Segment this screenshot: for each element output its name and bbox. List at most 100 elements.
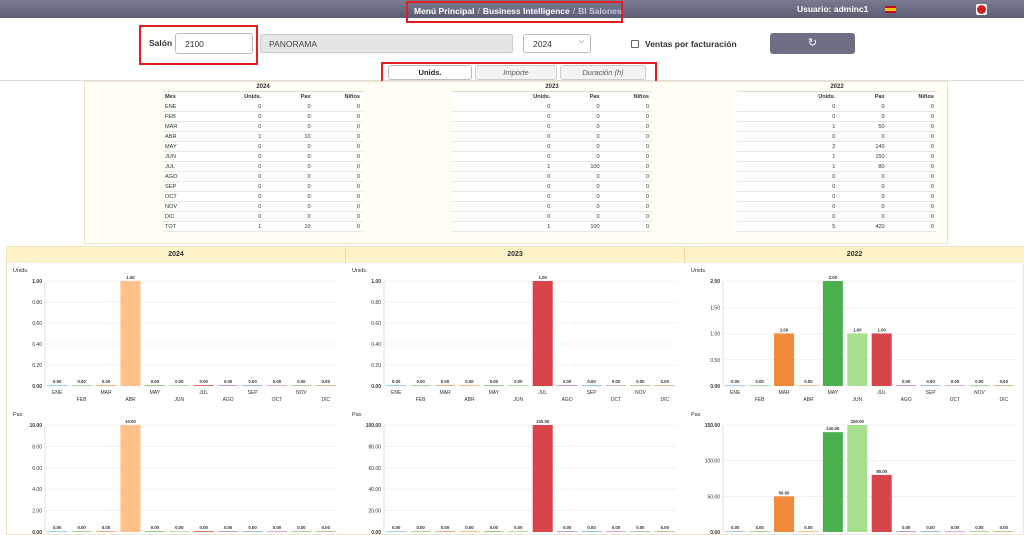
bar-abr[interactable] — [120, 281, 141, 386]
bar-dic[interactable] — [315, 385, 336, 386]
bar-abr[interactable] — [459, 385, 480, 386]
y-tick-label: 40.00 — [368, 487, 381, 493]
bar-mar[interactable] — [96, 531, 117, 532]
bar-mar[interactable] — [774, 496, 795, 532]
bar-may[interactable] — [144, 531, 165, 532]
bar-feb[interactable] — [71, 531, 92, 532]
bar-mar[interactable] — [435, 531, 456, 532]
bar-jul[interactable] — [532, 281, 553, 386]
bar-jul[interactable] — [871, 333, 892, 387]
table-cell: 0 — [307, 114, 311, 120]
bar-feb[interactable] — [71, 385, 92, 386]
bar-ene[interactable] — [725, 385, 746, 386]
table-row: 0 0 0 — [452, 182, 652, 192]
bar-jun[interactable] — [508, 385, 529, 386]
bar-ene[interactable] — [725, 531, 746, 532]
bar-abr[interactable] — [120, 425, 141, 532]
bar-mar[interactable] — [96, 385, 117, 386]
bar-may[interactable] — [144, 385, 165, 386]
bar-feb[interactable] — [410, 531, 431, 532]
year-select[interactable]: 2024 ⌵ — [523, 34, 591, 53]
bar-jun[interactable] — [847, 425, 868, 532]
bar-ago[interactable] — [557, 385, 578, 386]
bar-may[interactable] — [483, 385, 504, 386]
bar-sep[interactable] — [920, 385, 941, 386]
table-cell: 2 — [832, 144, 836, 150]
tab-importe[interactable]: Importe — [475, 65, 557, 80]
table-row: 2 140 0 — [737, 142, 937, 152]
bar-feb[interactable] — [749, 385, 770, 386]
x-tick-label: JUL — [199, 390, 208, 396]
data-label: 140.00 — [826, 426, 840, 431]
logout-icon[interactable] — [976, 4, 987, 15]
tab-duracion[interactable]: Duración (h) — [560, 65, 646, 80]
bar-ago[interactable] — [557, 531, 578, 532]
salon-code-input[interactable]: 2100 — [175, 33, 253, 54]
bar-dic[interactable] — [993, 531, 1014, 532]
data-label: 100.00 — [536, 419, 550, 424]
tab-unids[interactable]: Unids. — [388, 65, 472, 80]
refresh-button[interactable]: ↻ — [770, 33, 855, 54]
table-cell: 0 — [930, 204, 934, 210]
bar-ago[interactable] — [218, 531, 239, 532]
bar-jun[interactable] — [508, 531, 529, 532]
bar-nov[interactable] — [630, 385, 651, 386]
bar-jun[interactable] — [169, 385, 190, 386]
bar-jul[interactable] — [871, 474, 892, 532]
bar-sep[interactable] — [581, 531, 602, 532]
bar-oct[interactable] — [944, 531, 965, 532]
bar-may[interactable] — [822, 432, 843, 532]
bar-dic[interactable] — [315, 531, 336, 532]
bar-sep[interactable] — [242, 385, 263, 386]
bar-nov[interactable] — [291, 531, 312, 532]
bar-may[interactable] — [822, 281, 843, 386]
bar-sep[interactable] — [242, 531, 263, 532]
bar-dic[interactable] — [654, 531, 675, 532]
ventas-facturacion-checkbox[interactable] — [631, 40, 639, 48]
breadcrumb-business-intelligence[interactable]: Business Intelligence — [482, 6, 570, 16]
table-cell: DIC — [165, 214, 175, 220]
bar-dic[interactable] — [654, 385, 675, 386]
table-cell: 0 — [547, 184, 551, 190]
bar-abr[interactable] — [798, 385, 819, 386]
bar-jul[interactable] — [532, 425, 553, 532]
bar-oct[interactable] — [266, 385, 287, 386]
bar-oct[interactable] — [266, 531, 287, 532]
bar-abr[interactable] — [798, 531, 819, 532]
table-row: 1 80 0 — [737, 162, 937, 172]
bar-ene[interactable] — [386, 531, 407, 532]
bar-oct[interactable] — [605, 385, 626, 386]
bar-ene[interactable] — [47, 531, 68, 532]
bar-nov[interactable] — [291, 385, 312, 386]
bar-may[interactable] — [483, 531, 504, 532]
bar-ene[interactable] — [47, 385, 68, 386]
data-label: 0.00 — [975, 379, 984, 384]
bar-dic[interactable] — [993, 385, 1014, 386]
bar-mar[interactable] — [774, 333, 795, 387]
bar-jul[interactable] — [193, 385, 214, 386]
bar-mar[interactable] — [435, 385, 456, 386]
table-cell: 0 — [645, 114, 649, 120]
bar-ago[interactable] — [896, 531, 917, 532]
bar-oct[interactable] — [944, 385, 965, 386]
bar-oct[interactable] — [605, 531, 626, 532]
bar-ene[interactable] — [386, 385, 407, 386]
bar-abr[interactable] — [459, 531, 480, 532]
x-tick-label: AGO — [901, 397, 912, 403]
breadcrumb-menu-principal[interactable]: Menú Principal — [414, 6, 475, 16]
bar-jun[interactable] — [847, 333, 868, 387]
table-cell: 1 — [547, 164, 551, 170]
bar-sep[interactable] — [920, 531, 941, 532]
bar-jul[interactable] — [193, 531, 214, 532]
bar-sep[interactable] — [581, 385, 602, 386]
bar-ago[interactable] — [896, 385, 917, 386]
bar-feb[interactable] — [410, 385, 431, 386]
bar-feb[interactable] — [749, 531, 770, 532]
y-tick-label: 50.00 — [707, 494, 720, 500]
bar-nov[interactable] — [969, 385, 990, 386]
spain-flag-icon[interactable] — [885, 6, 896, 13]
bar-nov[interactable] — [630, 531, 651, 532]
bar-jun[interactable] — [169, 531, 190, 532]
bar-ago[interactable] — [218, 385, 239, 386]
bar-nov[interactable] — [969, 531, 990, 532]
